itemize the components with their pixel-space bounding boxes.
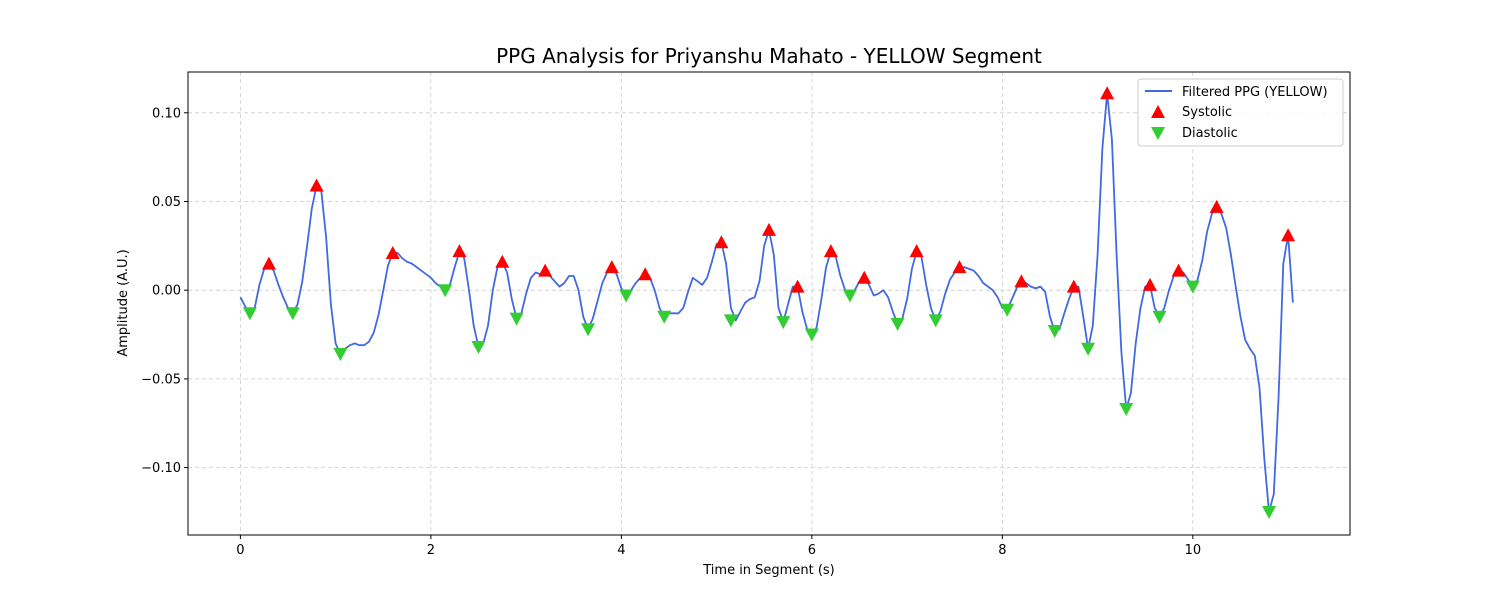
diastolic-trough-marker xyxy=(890,317,905,331)
diastolic-trough-marker xyxy=(242,307,257,321)
systolic-peak-marker xyxy=(1100,86,1115,100)
plot-frame xyxy=(187,71,1351,536)
x-tick-label: 6 xyxy=(808,543,816,558)
legend-box xyxy=(1137,78,1344,147)
diastolic-trough-marker xyxy=(619,289,634,303)
systolic-peak-marker xyxy=(909,244,924,258)
y-axis: −0.10 −0.05 0.00 0.05 0.10 xyxy=(141,106,188,476)
systolic-peak-marker xyxy=(385,245,400,259)
diastolic-trough-marker xyxy=(776,316,791,330)
plot-area xyxy=(187,71,1351,536)
diastolic-trough-marker xyxy=(842,289,857,303)
series-markers xyxy=(242,86,1296,519)
systolic-peak-marker xyxy=(261,256,276,270)
y-tick-label: −0.05 xyxy=(141,372,181,387)
y-tick-label: 0.00 xyxy=(152,284,181,299)
legend-systolic-marker xyxy=(1151,105,1165,118)
diastolic-trough-marker xyxy=(333,348,348,362)
systolic-peak-marker xyxy=(857,270,872,284)
systolic-peak-marker xyxy=(452,244,467,258)
diastolic-trough-marker xyxy=(1152,310,1167,324)
diastolic-trough-marker xyxy=(804,328,819,342)
diastolic-trough-marker xyxy=(1047,324,1062,338)
legend-label-diastolic: Diastolic xyxy=(1182,126,1238,141)
diastolic-trough-marker xyxy=(438,284,453,298)
diastolic-trough-marker xyxy=(723,314,738,328)
diastolic-trough-marker xyxy=(1119,403,1134,417)
series-lines xyxy=(239,92,1294,513)
diastolic-trough-marker xyxy=(285,307,300,321)
systolic-peak-marker xyxy=(495,254,510,268)
legend-label-filtered: Filtered PPG (YELLOW) xyxy=(1182,85,1328,100)
systolic-peak-marker xyxy=(638,267,653,281)
x-tick-label: 8 xyxy=(998,543,1006,558)
systolic-peak-marker xyxy=(790,279,805,293)
systolic-peak-marker xyxy=(762,222,776,236)
systolic-peak-marker xyxy=(309,178,324,192)
x-tick-label: 2 xyxy=(427,543,435,558)
legend: Filtered PPG (YELLOW) Systolic Diastolic xyxy=(1137,78,1344,147)
y-axis-label: Amplitude (A.U.) xyxy=(116,249,131,356)
diastolic-trough-marker xyxy=(581,323,596,337)
legend-diastolic-marker xyxy=(1151,127,1165,140)
systolic-peak-marker xyxy=(1171,263,1186,277)
systolic-peak-marker xyxy=(1142,277,1157,291)
diastolic-trough-marker xyxy=(928,314,943,328)
y-tick-label: 0.05 xyxy=(152,195,181,210)
x-tick-label: 0 xyxy=(236,543,244,558)
systolic-peak-marker xyxy=(1014,274,1029,288)
y-tick-label: −0.10 xyxy=(141,461,181,476)
diastolic-trough-marker xyxy=(1262,505,1277,519)
systolic-peak-marker xyxy=(1066,279,1081,293)
systolic-peak-marker xyxy=(823,244,838,258)
systolic-peak-marker xyxy=(1281,228,1296,242)
systolic-peak-marker xyxy=(604,260,619,274)
y-tick-label: 0.10 xyxy=(152,106,181,121)
systolic-peak-marker xyxy=(952,260,967,274)
x-tick-label: 4 xyxy=(617,543,625,558)
x-axis-label: Time in Segment (s) xyxy=(702,563,834,578)
diastolic-trough-marker xyxy=(1000,303,1015,317)
diastolic-trough-marker xyxy=(1185,280,1200,294)
x-axis: 0 2 4 6 8 10 xyxy=(236,535,1201,558)
legend-label-systolic: Systolic xyxy=(1182,105,1232,120)
systolic-peak-marker xyxy=(1209,199,1224,213)
diastolic-trough-marker xyxy=(509,312,524,326)
diastolic-trough-marker xyxy=(657,310,672,324)
systolic-peak-marker xyxy=(714,235,729,249)
chart-title: PPG Analysis for Priyanshu Mahato - YELL… xyxy=(496,44,1042,68)
ppg-signal-line xyxy=(239,92,1294,513)
x-tick-label: 10 xyxy=(1185,543,1202,558)
diastolic-trough-marker xyxy=(1081,342,1096,356)
systolic-peak-marker xyxy=(538,263,553,277)
diastolic-trough-marker xyxy=(471,340,486,354)
